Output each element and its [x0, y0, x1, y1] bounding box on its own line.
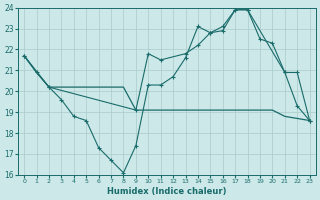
X-axis label: Humidex (Indice chaleur): Humidex (Indice chaleur): [107, 187, 227, 196]
